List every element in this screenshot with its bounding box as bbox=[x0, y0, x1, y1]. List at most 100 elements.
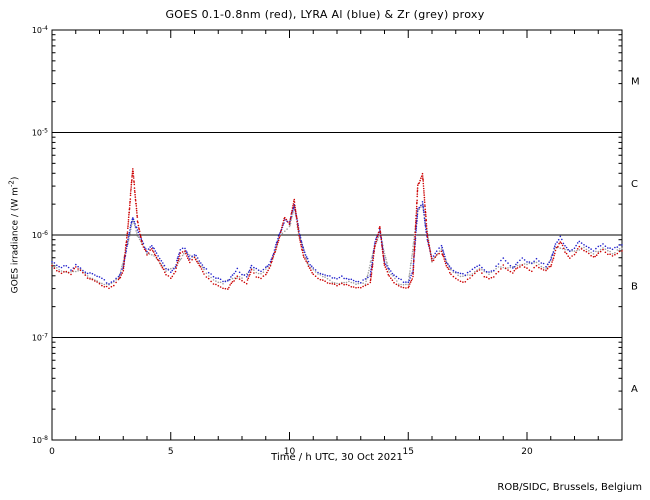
data-point bbox=[196, 260, 198, 263]
data-point bbox=[236, 275, 239, 278]
y-axis-ticks bbox=[52, 29, 622, 441]
data-point bbox=[597, 252, 600, 254]
data-point bbox=[553, 248, 556, 251]
data-point bbox=[425, 223, 428, 225]
data-point bbox=[387, 267, 389, 270]
data-point bbox=[234, 270, 237, 273]
y-tick-exponent: -8 bbox=[42, 435, 48, 442]
data-point bbox=[459, 280, 462, 283]
data-point bbox=[442, 255, 445, 258]
data-point bbox=[352, 279, 355, 282]
y-tick-label: 10-6 bbox=[32, 230, 48, 240]
data-point bbox=[160, 263, 163, 266]
flare-class-label: M bbox=[631, 76, 640, 87]
data-point bbox=[590, 248, 592, 250]
data-point bbox=[282, 222, 284, 224]
data-point bbox=[260, 277, 262, 280]
data-point bbox=[291, 209, 293, 212]
data-point bbox=[86, 272, 89, 275]
data-point bbox=[94, 274, 96, 276]
data-point bbox=[51, 261, 53, 263]
data-point bbox=[137, 236, 140, 238]
data-point bbox=[246, 272, 248, 275]
data-point bbox=[128, 231, 131, 234]
data-point bbox=[300, 243, 302, 246]
data-point bbox=[578, 240, 581, 243]
data-point bbox=[415, 214, 418, 217]
data-point bbox=[331, 281, 334, 284]
data-point bbox=[397, 283, 400, 286]
data-point bbox=[196, 257, 199, 259]
data-point bbox=[255, 276, 258, 278]
data-point bbox=[194, 258, 197, 261]
data-point bbox=[186, 255, 188, 257]
data-point bbox=[131, 176, 133, 178]
data-point bbox=[595, 250, 597, 253]
data-point bbox=[379, 232, 382, 234]
data-point bbox=[184, 250, 186, 252]
data-point bbox=[533, 262, 535, 264]
data-point bbox=[428, 247, 431, 249]
data-point bbox=[375, 240, 378, 243]
data-point bbox=[378, 235, 380, 237]
data-point bbox=[270, 258, 273, 261]
data-point bbox=[269, 265, 272, 267]
data-point bbox=[371, 266, 374, 269]
data-point bbox=[126, 243, 129, 246]
data-point bbox=[422, 187, 425, 190]
data-point bbox=[415, 212, 418, 214]
data-point bbox=[462, 281, 464, 283]
data-point bbox=[602, 248, 604, 251]
data-point bbox=[129, 226, 132, 229]
data-point bbox=[294, 206, 296, 209]
data-point bbox=[307, 265, 310, 268]
data-point bbox=[435, 250, 438, 252]
data-point bbox=[79, 267, 82, 269]
data-point bbox=[545, 268, 547, 270]
data-point bbox=[149, 249, 151, 251]
data-point bbox=[58, 270, 60, 273]
y-axis-label-text: GOES irradiance / (W m bbox=[10, 187, 21, 294]
data-point bbox=[355, 283, 357, 286]
data-point bbox=[241, 277, 243, 279]
data-point bbox=[65, 270, 68, 273]
data-point bbox=[302, 254, 305, 256]
data-point bbox=[414, 231, 417, 234]
data-point bbox=[134, 198, 137, 201]
data-point bbox=[421, 175, 424, 177]
data-point bbox=[459, 275, 462, 278]
data-point bbox=[241, 279, 243, 282]
data-point bbox=[554, 243, 557, 245]
data-point bbox=[137, 224, 140, 227]
data-point bbox=[299, 239, 301, 241]
data-point bbox=[554, 246, 557, 249]
data-point bbox=[153, 255, 155, 257]
data-point bbox=[227, 280, 229, 282]
data-point bbox=[71, 270, 74, 272]
data-point bbox=[424, 204, 426, 206]
data-point bbox=[512, 267, 514, 269]
data-point bbox=[189, 258, 191, 260]
data-point bbox=[423, 211, 425, 214]
data-point bbox=[507, 269, 509, 271]
data-point bbox=[170, 267, 172, 270]
data-point bbox=[277, 239, 280, 242]
data-point bbox=[595, 254, 598, 256]
data-point bbox=[519, 266, 521, 268]
data-point bbox=[391, 279, 394, 282]
data-point bbox=[416, 213, 419, 216]
data-point bbox=[540, 268, 543, 270]
data-point bbox=[173, 267, 175, 270]
data-point bbox=[585, 245, 588, 248]
data-point bbox=[222, 280, 224, 283]
data-point bbox=[550, 265, 552, 268]
data-point bbox=[414, 238, 416, 240]
data-point bbox=[412, 243, 415, 245]
data-point bbox=[121, 272, 124, 274]
data-point bbox=[400, 283, 402, 286]
data-point bbox=[53, 267, 56, 270]
data-point bbox=[411, 253, 414, 255]
data-point bbox=[409, 281, 412, 283]
data-point bbox=[336, 282, 338, 285]
data-point bbox=[267, 269, 269, 272]
